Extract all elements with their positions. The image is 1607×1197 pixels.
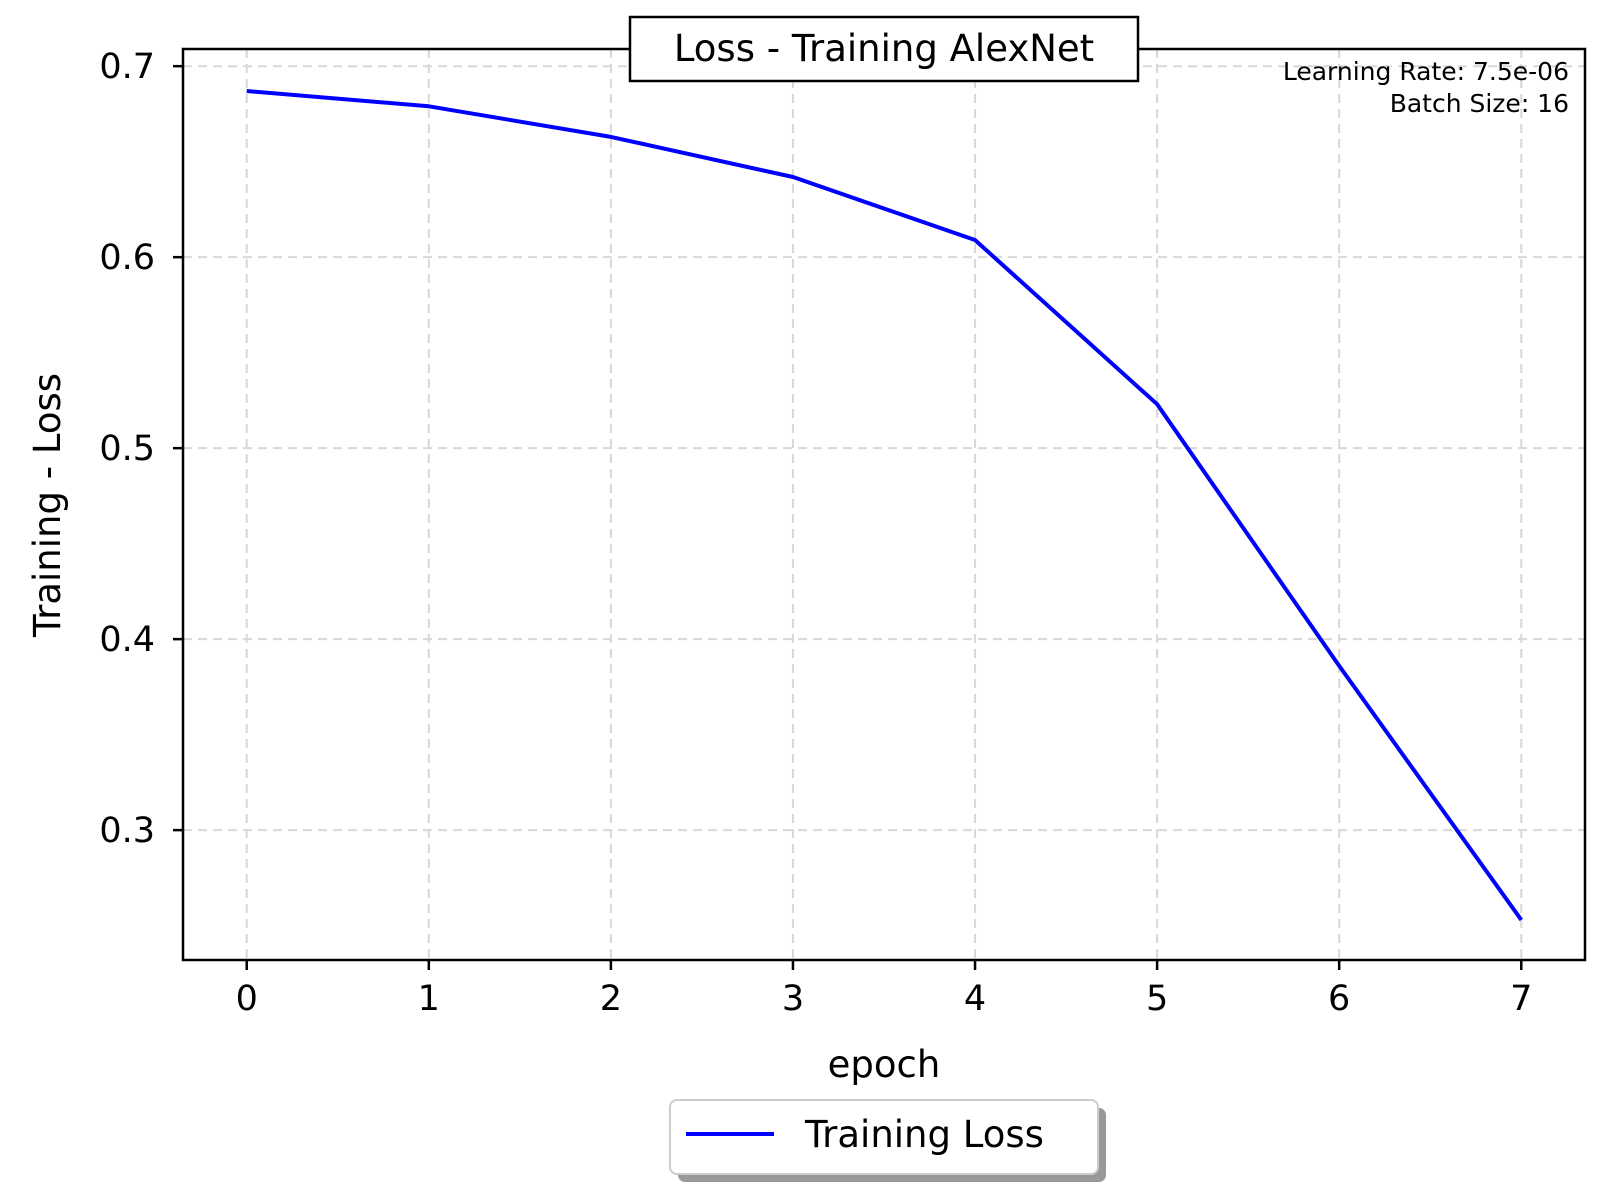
x-tick-label: 2	[600, 979, 622, 1019]
legend: Training Loss	[669, 1099, 1106, 1182]
grid	[183, 49, 1585, 960]
y-tick-label: 0.7	[99, 47, 155, 87]
y-tick-label: 0.6	[99, 238, 155, 278]
x-tick-label: 3	[782, 979, 804, 1019]
axis-ticks: 0 1 2 3 4 5 6 7 0.3 0.4 0.5 0.6 0.7	[99, 47, 1532, 1019]
training-loss-line	[246, 89, 1523, 922]
annotation-batch-size: Batch Size: 16	[1390, 89, 1569, 118]
x-tick-label: 7	[1510, 979, 1532, 1019]
annotation-learning-rate: Learning Rate: 7.5e-06	[1283, 57, 1569, 86]
legend-box	[669, 1099, 1099, 1175]
y-tick-label: 0.5	[99, 429, 155, 469]
x-tick-label: 0	[236, 979, 258, 1019]
chart-title: Loss - Training AlexNet	[674, 27, 1094, 70]
x-tick-label: 6	[1328, 979, 1350, 1019]
y-axis-label: Training - Loss	[26, 373, 69, 638]
x-tick-label: 4	[964, 979, 986, 1019]
title-box	[628, 15, 1140, 83]
x-tick-label: 5	[1146, 979, 1168, 1019]
x-axis-label: epoch	[828, 1043, 941, 1086]
y-tick-label: 0.3	[99, 811, 155, 851]
y-tick-label: 0.4	[99, 620, 155, 660]
x-tick-label: 1	[418, 979, 440, 1019]
legend-entry-training-loss: Training Loss	[804, 1113, 1044, 1156]
